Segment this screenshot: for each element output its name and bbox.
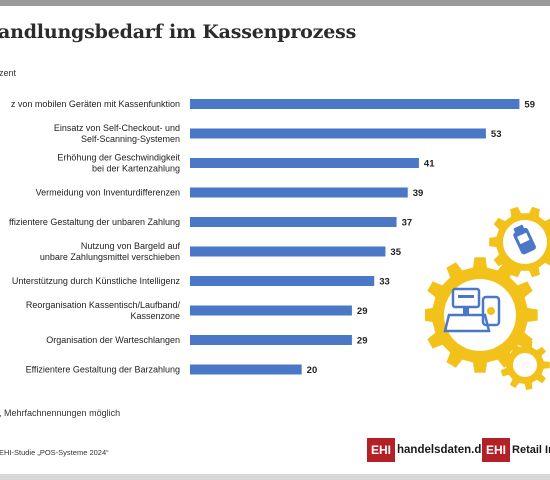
bar bbox=[190, 217, 397, 227]
bar bbox=[190, 305, 352, 316]
bar bbox=[190, 128, 486, 139]
chart-title: andlungsbedarf im Kassenprozess bbox=[0, 21, 357, 43]
source-note: EHI-Studie „POS-Systeme 2024“ bbox=[0, 448, 109, 457]
large-gear-icon bbox=[425, 257, 538, 373]
bottom-gear-icon bbox=[500, 340, 550, 390]
category-label: Organisation der Warteschlangen bbox=[46, 335, 180, 345]
bar-value-label: 29 bbox=[357, 306, 368, 317]
category-label: bei der Kartenzahlung bbox=[92, 164, 180, 174]
bar-value-label: 37 bbox=[402, 218, 413, 229]
bar bbox=[190, 187, 408, 198]
bar-value-label: 29 bbox=[357, 336, 368, 347]
ehi-logo-box: EHI bbox=[482, 438, 511, 462]
unit-label: zent bbox=[0, 68, 17, 78]
bottom-bar bbox=[0, 474, 550, 480]
category-label: Unterstützung durch Künstliche Intellige… bbox=[12, 276, 181, 286]
top-bar bbox=[0, 0, 550, 6]
bar-value-label: 35 bbox=[390, 247, 401, 258]
retail-institute-logo-text: Retail Ins bbox=[512, 444, 550, 456]
bar bbox=[190, 276, 375, 286]
category-label: Effizientere Gestaltung der Barzahlung bbox=[26, 365, 180, 375]
bar-value-label: 20 bbox=[307, 365, 318, 376]
bar bbox=[190, 158, 419, 168]
bar bbox=[190, 364, 302, 375]
category-label: ffizientere Gestaltung der unbaren Zahlu… bbox=[9, 217, 180, 227]
bar-value-label: 41 bbox=[424, 159, 435, 170]
category-label: Einsatz von Self-Checkout- und bbox=[54, 123, 180, 133]
bar-value-label: 33 bbox=[379, 277, 390, 288]
category-label: Erhöhung der Geschwindigkeit bbox=[57, 153, 180, 163]
bar bbox=[190, 335, 352, 345]
retail-institute-logo: EHI Retail Ins bbox=[482, 438, 550, 462]
category-label: Vermeidung von Inventurdifferenzen bbox=[36, 188, 180, 198]
bar-value-label: 53 bbox=[491, 129, 502, 140]
category-label: z von mobilen Geräten mit Kassenfunktion bbox=[11, 99, 180, 109]
category-label: Nutzung von Bargeld auf bbox=[81, 241, 181, 251]
ehi-logo-box: EHI bbox=[367, 438, 396, 462]
bar-value-label: 59 bbox=[524, 100, 535, 111]
handelsdaten-logo-text: handelsdaten.de bbox=[397, 444, 488, 456]
small-gear-icon bbox=[489, 206, 550, 278]
category-label: Self-Scanning-Systemen bbox=[81, 134, 180, 144]
bar bbox=[190, 99, 520, 109]
footnote: , Mehrfachnennungen möglich bbox=[0, 408, 121, 418]
gears-illustration bbox=[425, 206, 550, 390]
bar-chart: 59 z von mobilen Geräten mit Kassenfunkti… bbox=[9, 99, 535, 376]
handelsdaten-logo: EHI handelsdaten.de bbox=[367, 438, 488, 462]
bar bbox=[190, 246, 386, 257]
category-label: unbare Zahlungsmittel verschieben bbox=[40, 252, 180, 262]
bar-value-label: 39 bbox=[413, 188, 424, 199]
category-label: Kassenzone bbox=[130, 311, 180, 321]
category-label: Reorganisation Kassentisch/Laufband/ bbox=[26, 300, 181, 310]
